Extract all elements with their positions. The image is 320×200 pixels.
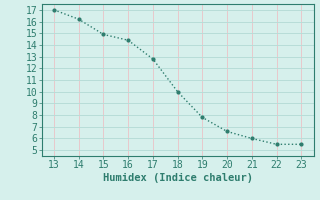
X-axis label: Humidex (Indice chaleur): Humidex (Indice chaleur): [103, 173, 252, 183]
